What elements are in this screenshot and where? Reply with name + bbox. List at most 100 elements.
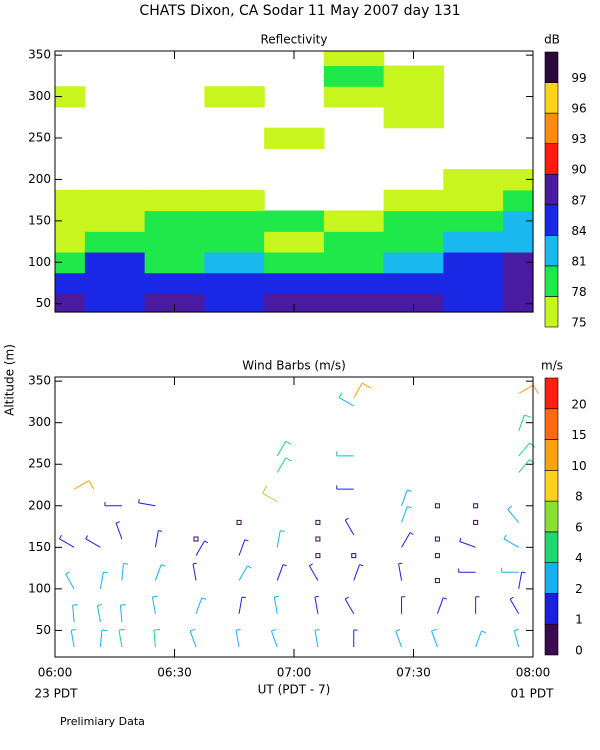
y-tick-label: 150: [28, 213, 51, 227]
reflectivity-cell: [204, 272, 265, 294]
wind-barb: [195, 597, 207, 614]
barb-staff: [85, 538, 101, 548]
wind-barb: [315, 519, 321, 525]
reflectivity-cell: [144, 189, 205, 212]
wind-barb: [436, 597, 447, 614]
barb-feather: [314, 628, 320, 631]
page-title: CHATS Dixon, CA Sodar 11 May 2007 day 13…: [139, 3, 460, 19]
reflectivity-cell: [323, 51, 385, 67]
wind-barb: [276, 440, 292, 457]
reflectivity-cell: [204, 189, 265, 212]
wind-barb: [276, 530, 285, 548]
colorbar-swatch: [544, 623, 559, 656]
wind-barb: [138, 499, 156, 507]
colorbar-tick-label: 99: [571, 71, 586, 85]
barb-feather: [359, 564, 364, 567]
reflectivity-cell: [443, 231, 504, 253]
y-tick-label: 350: [28, 48, 51, 62]
wind-barb: [96, 604, 103, 623]
barb-feather: [241, 596, 246, 599]
barb-feather: [285, 440, 292, 445]
calm-marker: [193, 536, 199, 542]
reflectivity-cell: [264, 210, 325, 232]
barb-feather: [152, 595, 158, 598]
x-left-note: 23 PDT: [35, 687, 79, 701]
barb-staff: [121, 563, 124, 581]
wind-barb: [70, 628, 76, 648]
wind-barb: [238, 596, 246, 614]
barb-feather: [345, 517, 349, 521]
reflectivity-cell: [55, 210, 86, 232]
reflectivity-cell: [144, 251, 205, 274]
colorbar-swatch: [544, 204, 559, 236]
barb-staff: [518, 384, 534, 395]
footer-note: Prelimiary Data: [60, 715, 145, 728]
x-tick-label: 06:00: [38, 666, 73, 680]
barb-staff: [70, 630, 75, 648]
reflectivity-cell: [443, 210, 504, 232]
barb-staff: [475, 630, 482, 648]
wind-barb: [503, 534, 519, 548]
barb-staff: [59, 538, 75, 548]
wind-barb: [509, 596, 520, 615]
barb-feather: [190, 628, 196, 632]
wind-barb: [276, 457, 292, 473]
barb-feather: [398, 562, 403, 565]
barb-staff: [151, 596, 156, 614]
barb-feather: [274, 595, 279, 598]
colorbar-swatch: [544, 593, 559, 625]
reflectivity-cell: [503, 251, 534, 274]
barb-staff: [195, 540, 205, 556]
reflectivity-cell: [144, 231, 205, 253]
barb-staff: [401, 489, 408, 506]
reflectivity-cell: [264, 272, 325, 294]
colorbar-tick-label: 90: [571, 163, 586, 177]
barb-feather: [118, 628, 126, 631]
y-tick-label: 250: [28, 131, 51, 145]
colorbar-swatch: [544, 82, 559, 114]
wind-barb: [518, 459, 535, 473]
wind-barb: [518, 571, 526, 589]
reflectivity-cell: [383, 65, 444, 87]
panel-title: Reflectivity: [260, 33, 327, 47]
reflectivity-cell: [383, 293, 444, 313]
barb-staff: [431, 630, 438, 648]
y-tick-label: 100: [28, 581, 51, 595]
reflectivity-cell: [204, 251, 265, 274]
wind-barb: [336, 451, 354, 457]
barb-staff: [192, 563, 197, 581]
reflectivity-cell: [323, 65, 385, 87]
wind-barb: [315, 553, 321, 559]
colorbar-swatch: [544, 51, 559, 83]
reflectivity-cell: [503, 210, 534, 232]
colorbar-swatch: [544, 265, 559, 297]
colorbar-tick-label: 8: [575, 490, 583, 504]
plot-frame: [54, 376, 534, 658]
wind-barb: [473, 519, 479, 525]
calm-marker: [434, 503, 440, 509]
colorbar-tick-label: 96: [571, 102, 586, 116]
wind-barb: [195, 540, 209, 556]
reflectivity-cell: [443, 272, 504, 294]
barb-feather: [153, 629, 161, 631]
wind-barb: [395, 629, 403, 648]
x-right-note: 01 PDT: [511, 687, 555, 701]
reflectivity-cell: [84, 189, 146, 212]
x-tick-label: 08:00: [516, 666, 551, 680]
colorbar-tick-label: 81: [571, 254, 586, 268]
wind-barb: [518, 414, 532, 432]
barb-feather: [459, 537, 462, 542]
barb-feather: [507, 505, 513, 510]
colorbar-swatch: [544, 531, 559, 563]
colorbar-swatch: [544, 500, 559, 533]
wind-barb: [235, 628, 241, 648]
barb-staff: [238, 539, 246, 556]
barb-feather: [431, 628, 437, 632]
barb-staff: [353, 564, 361, 581]
colorbar-tick-label: 93: [571, 132, 586, 146]
wind-barb: [151, 595, 158, 614]
calm-marker: [473, 503, 479, 509]
barb-feather: [192, 562, 197, 565]
barb-staff: [401, 532, 411, 548]
barb-feather: [158, 530, 163, 532]
